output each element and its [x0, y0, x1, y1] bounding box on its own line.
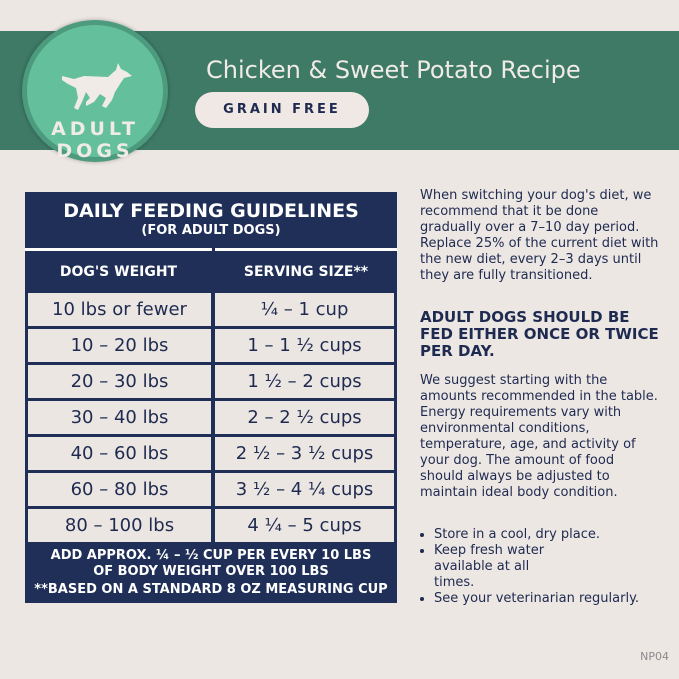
list-item: Keep fresh water available at all times.	[434, 543, 564, 591]
running-dog-icon	[62, 63, 132, 110]
product-code: NP04	[640, 650, 669, 663]
table-title: DAILY FEEDING GUIDELINES	[63, 200, 359, 222]
recipe-title: Chicken & Sweet Potato Recipe	[206, 56, 581, 84]
weight-cell: 10 – 20 lbs	[28, 329, 211, 362]
serving-cell: ¼ – 1 cup	[215, 293, 394, 326]
column-header-serving: SERVING SIZE**	[215, 248, 397, 293]
weight-cell: 80 – 100 lbs	[28, 509, 211, 542]
footnote-line2: OF BODY WEIGHT OVER 100 LBS	[93, 564, 329, 579]
table-subtitle: (FOR ADULT DOGS)	[141, 223, 281, 238]
grain-free-tag: GRAIN FREE	[195, 92, 369, 128]
footnote-line1: ADD APPROX. ¼ – ½ CUP PER EVERY 10 LBS	[50, 548, 372, 563]
footnote-cup: **BASED ON A STANDARD 8 OZ MEASURING CUP	[34, 582, 388, 597]
list-item: See your veterinarian regularly.	[434, 591, 660, 607]
weight-cell: 20 – 30 lbs	[28, 365, 211, 398]
adult-dogs-badge: ADULT DOGS	[22, 20, 168, 162]
serving-cell: 2 – 2 ½ cups	[215, 401, 394, 434]
weight-cell: 60 – 80 lbs	[28, 473, 211, 506]
weight-cell: 30 – 40 lbs	[28, 401, 211, 434]
serving-cell: 1 – 1 ½ cups	[215, 329, 394, 362]
serving-cell: 3 ½ – 4 ¼ cups	[215, 473, 394, 506]
serving-cell: 4 ¼ – 5 cups	[215, 509, 394, 542]
table-row: 10 – 20 lbs 1 – 1 ½ cups	[28, 329, 394, 362]
weight-cell: 40 – 60 lbs	[28, 437, 211, 470]
guidance-text: We suggest starting with the amounts rec…	[420, 373, 658, 500]
badge-line1: ADULT	[51, 118, 139, 140]
tips-list: Store in a cool, dry place. Keep fresh w…	[420, 527, 660, 607]
feeding-frequency-heading: ADULT DOGS SHOULD BE FED EITHER ONCE OR …	[420, 308, 659, 360]
table-row: 20 – 30 lbs 1 ½ – 2 cups	[28, 365, 394, 398]
serving-cell: 1 ½ – 2 cups	[215, 365, 394, 398]
table-row: 30 – 40 lbs 2 – 2 ½ cups	[28, 401, 394, 434]
list-item: Store in a cool, dry place.	[434, 527, 660, 543]
table-row: 10 lbs or fewer ¼ – 1 cup	[28, 293, 394, 326]
column-header-weight: DOG'S WEIGHT	[25, 248, 212, 293]
feeding-guidelines-table: DAILY FEEDING GUIDELINES (FOR ADULT DOGS…	[25, 192, 397, 603]
weight-cell: 10 lbs or fewer	[28, 293, 211, 326]
table-row: 80 – 100 lbs 4 ¼ – 5 cups	[28, 509, 394, 542]
table-row: 60 – 80 lbs 3 ½ – 4 ¼ cups	[28, 473, 394, 506]
badge-line2: DOGS	[56, 140, 134, 162]
serving-cell: 2 ½ – 3 ½ cups	[215, 437, 394, 470]
transition-text: When switching your dog's diet, we recom…	[420, 188, 659, 283]
table-row: 40 – 60 lbs 2 ½ – 3 ½ cups	[28, 437, 394, 470]
